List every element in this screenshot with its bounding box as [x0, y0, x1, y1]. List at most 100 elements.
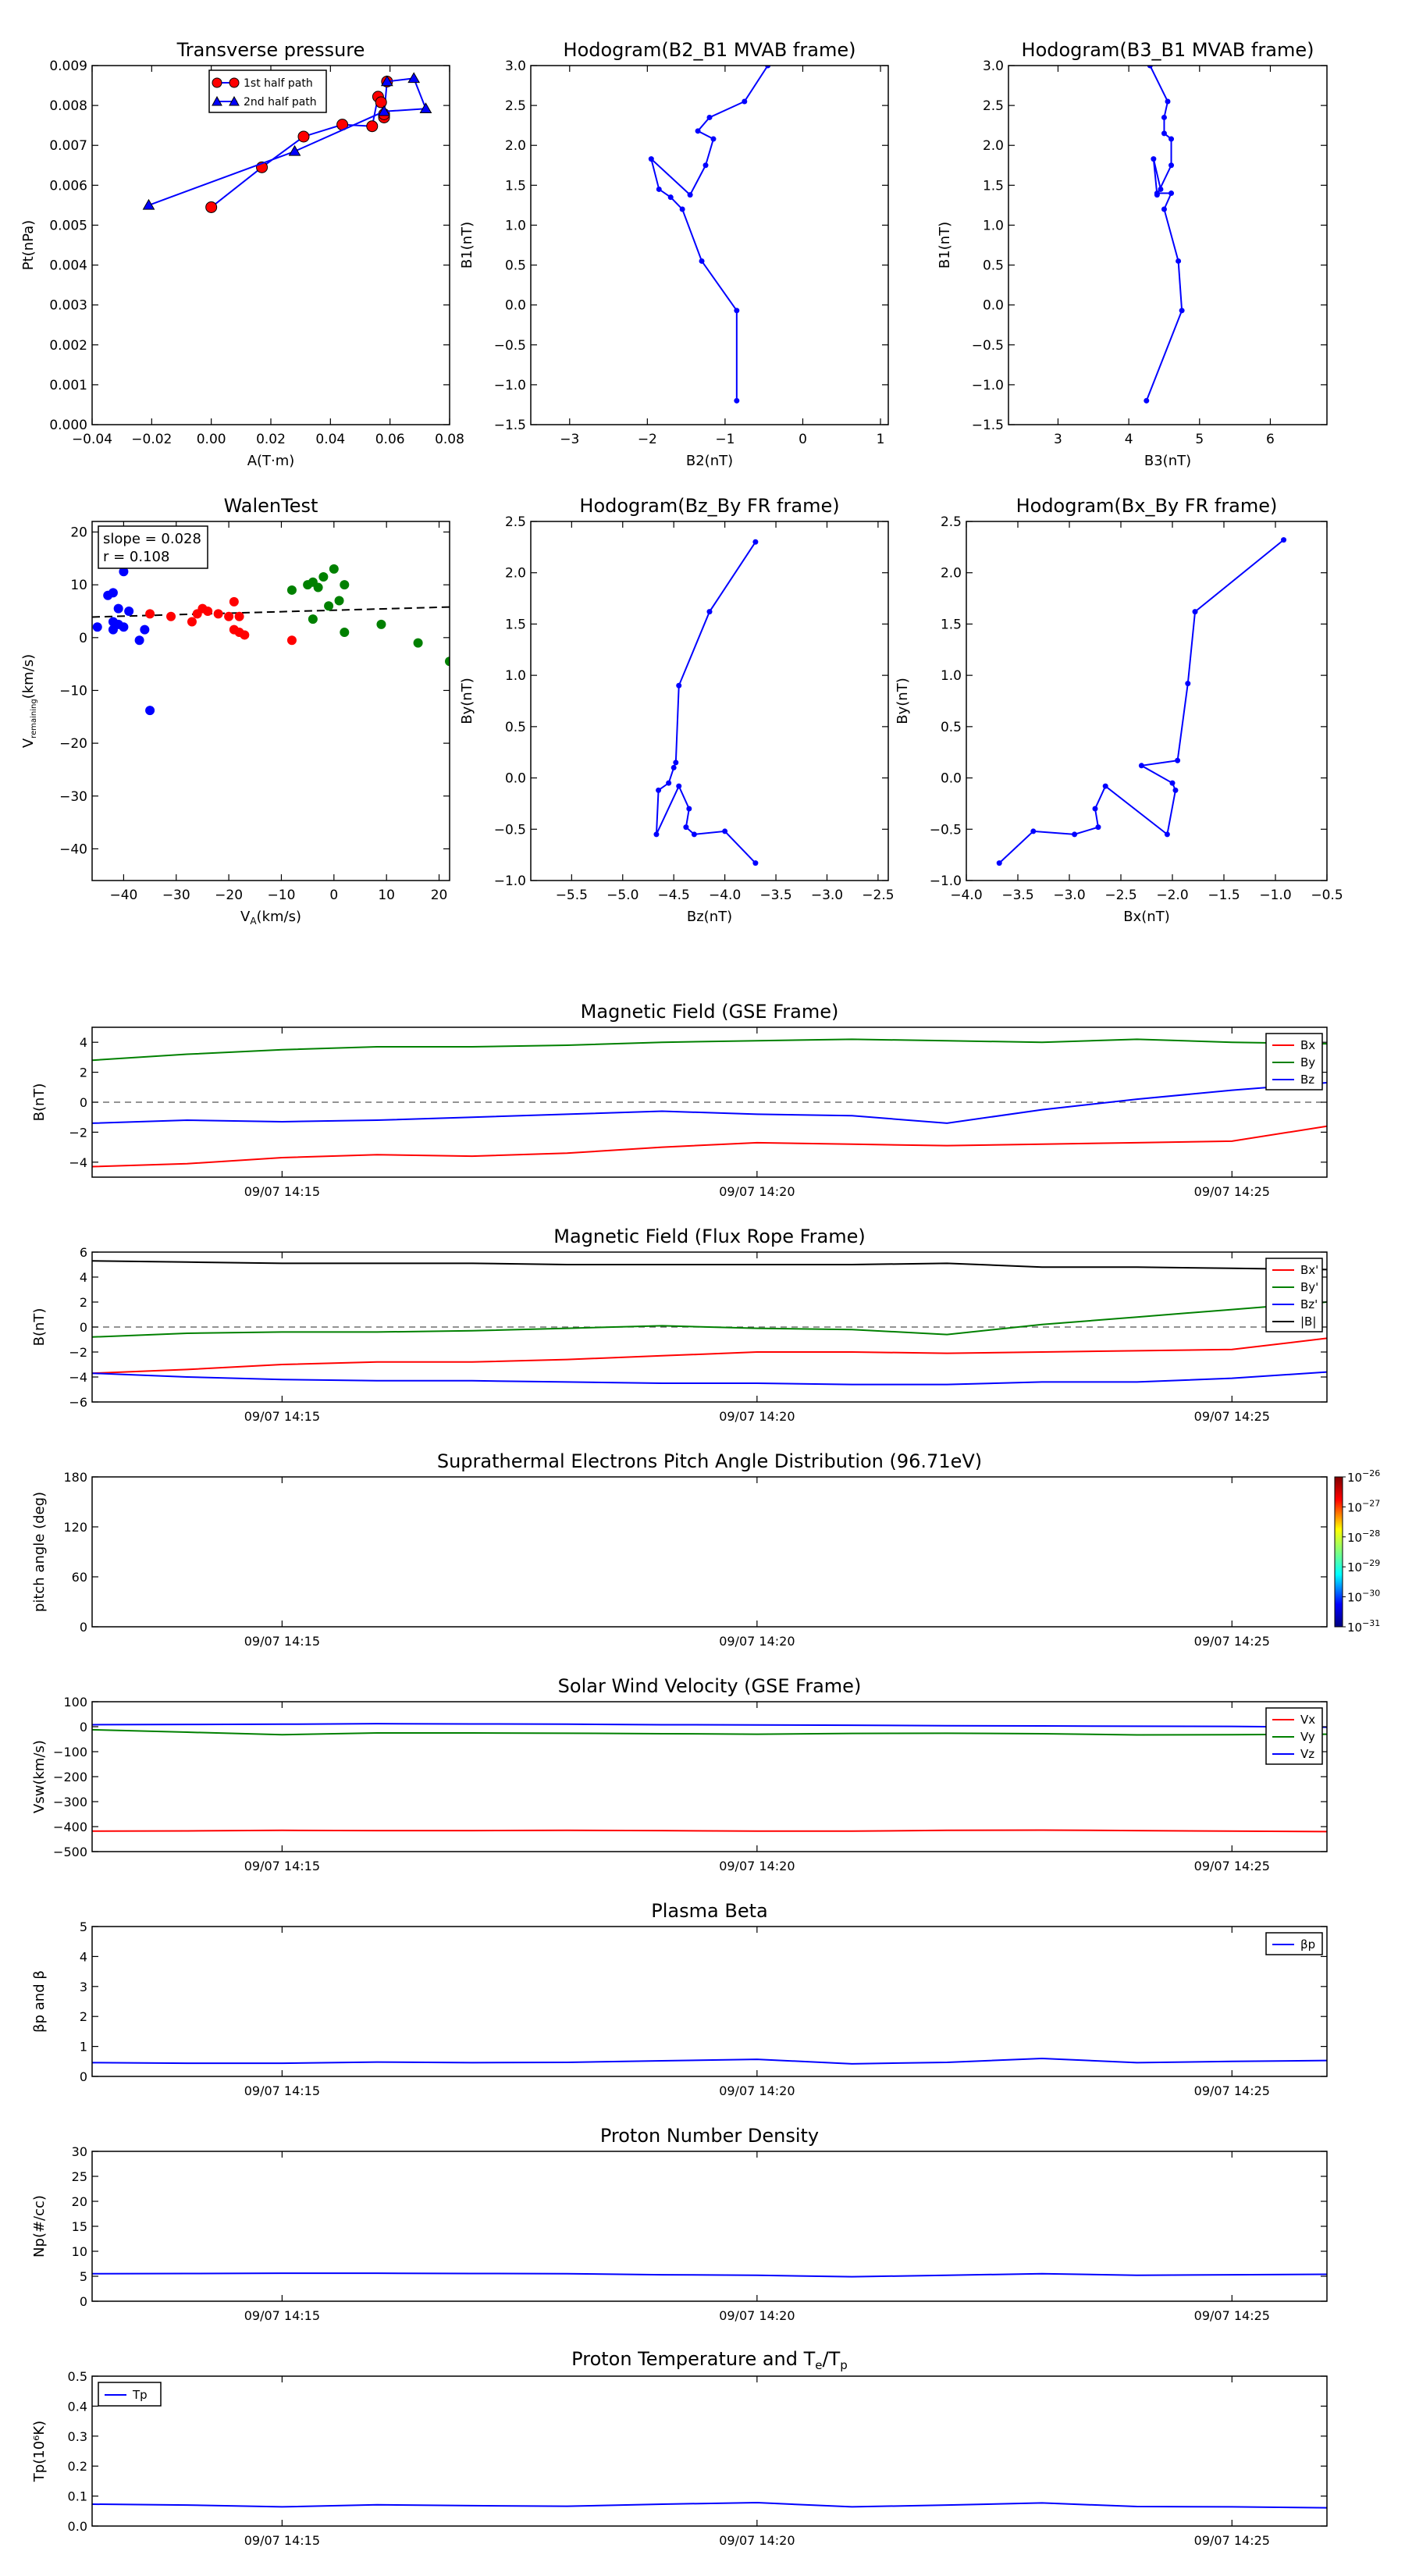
colorbar	[1334, 1476, 1343, 1628]
y-tick-label: 0.5	[505, 258, 526, 274]
data-point	[92, 622, 102, 632]
y-tick-label: −1.0	[930, 873, 962, 889]
series-line	[92, 1260, 1327, 1271]
y-tick-label: −1.0	[494, 378, 526, 393]
x-tick-label: −0.04	[72, 432, 112, 447]
data-point	[996, 860, 1002, 866]
x-tick-label: −3.0	[1053, 888, 1085, 903]
legend-label: By	[1300, 1055, 1315, 1069]
legend-label: 2nd half path	[244, 96, 317, 109]
y-tick-label: 1.5	[941, 617, 962, 632]
y-tick-label: 2.0	[505, 138, 526, 154]
series-line	[92, 2502, 1327, 2509]
chart-title: Proton Temperature and Te/Tp	[571, 2348, 848, 2372]
y-tick-label: 0.004	[49, 258, 87, 274]
series-line	[92, 1082, 1327, 1124]
annotation-text: r = 0.108	[103, 549, 169, 565]
x-tick-label: 09/07 14:20	[719, 2308, 795, 2323]
x-tick-label: 20	[431, 888, 448, 903]
y-tick-label: −500	[53, 1845, 87, 1859]
colorbar-label: 10−30	[1347, 1589, 1380, 1605]
data-point	[734, 308, 740, 314]
data-point	[706, 114, 713, 120]
data-point	[378, 105, 390, 116]
y-tick-label: 1	[80, 2040, 87, 2055]
x-tick-label: −3	[560, 432, 579, 447]
data-point	[702, 162, 709, 169]
y-tick-label: 20	[72, 2194, 87, 2209]
y-tick-label: 0.5	[505, 720, 526, 735]
x-tick-label: 09/07 14:20	[719, 2533, 795, 2548]
chart-title: Hodogram(Bx_By FR frame)	[1016, 495, 1278, 517]
y-tick-label: 25	[72, 2169, 87, 2184]
y-tick-label: −300	[53, 1795, 87, 1809]
y-tick-label: 4	[80, 1270, 87, 1285]
colorbar-label: 10−29	[1347, 1558, 1380, 1574]
x-axis-label: B3(nT)	[1144, 453, 1191, 469]
data-point	[673, 760, 679, 766]
data-point	[1161, 114, 1167, 120]
data-point	[653, 831, 660, 838]
plot-area-temp	[92, 2502, 1327, 2509]
y-tick-label: −1.0	[494, 873, 526, 889]
data-point	[1072, 831, 1078, 838]
y-tick-label: 2.5	[941, 514, 962, 530]
y-tick-label: 2	[80, 1295, 87, 1310]
x-tick-label: 09/07 14:20	[719, 1859, 795, 1873]
annotation-box	[98, 525, 208, 569]
y-tick-label: 0.1	[68, 2489, 87, 2504]
data-point	[142, 198, 155, 210]
x-tick-label: −0.5	[1311, 888, 1343, 903]
axes-frame	[1008, 65, 1328, 425]
x-tick-label: −10	[268, 888, 296, 903]
legend: Bx' By' Bz' |B|	[1265, 1258, 1323, 1332]
data-point	[134, 635, 144, 646]
x-tick-label: 09/07 14:20	[719, 1634, 795, 1649]
y-tick-label: 120	[63, 1520, 87, 1535]
y-axis-label: By(nT)	[459, 678, 475, 724]
y-axis-label: Np(#/cc)	[31, 2195, 48, 2258]
legend-label: Tp	[132, 2388, 148, 2402]
data-point	[103, 590, 113, 600]
y-tick-label: 0.007	[49, 138, 87, 154]
data-point	[710, 136, 717, 142]
data-point	[340, 628, 350, 638]
axes-frame	[91, 521, 450, 881]
chart-beta: Plasma Beta 09/07 14:15 09/07 14:20 09/07 1…	[31, 1900, 1328, 2098]
y-tick-label: 0.2	[68, 2459, 87, 2474]
chart-transverse: Transverse pressure −0.04 −0.02 0.00 0.02 0.0…	[20, 39, 464, 469]
data-point	[666, 780, 672, 786]
series-line	[92, 1728, 1327, 1736]
x-tick-label: 09/07 14:25	[1194, 2308, 1270, 2323]
data-point	[297, 130, 310, 143]
y-tick-label: −10	[59, 683, 87, 699]
y-tick-label: −30	[59, 789, 87, 805]
data-point	[1161, 130, 1167, 137]
chart-hodo_b3b1: Hodogram(B3_B1 MVAB frame) 3 4 5 6 −1.5 −1.0 −0…	[937, 39, 1328, 469]
x-tick-label: 09/07 14:15	[244, 2308, 320, 2323]
y-tick-label: 1.0	[983, 218, 1004, 233]
legend-label: Vx	[1300, 1713, 1315, 1727]
chart-title: Hodogram(B2_B1 MVAB frame)	[564, 39, 856, 61]
data-point	[1158, 186, 1164, 192]
series-line	[92, 2272, 1327, 2278]
data-point	[1102, 783, 1108, 789]
data-point	[699, 258, 705, 264]
x-tick-label: 09/07 14:25	[1194, 1184, 1270, 1199]
chart-title: Solar Wind Velocity (GSE Frame)	[558, 1675, 862, 1697]
y-axis-label: B(nT)	[31, 1083, 48, 1122]
y-tick-label: 4	[80, 1949, 87, 1964]
y-tick-label: 2.0	[941, 566, 962, 582]
y-tick-label: −6	[69, 1395, 87, 1410]
axes-frame	[91, 65, 450, 425]
y-tick-label: 0.0	[983, 298, 1004, 314]
chart-title: WalenTest	[224, 495, 318, 517]
y-axis-label: Tp(10⁶K)	[31, 2421, 48, 2482]
x-tick-label: −1.5	[1208, 888, 1240, 903]
y-tick-label: −40	[59, 841, 87, 857]
data-point	[413, 638, 423, 648]
y-tick-label: 0.0	[68, 2519, 87, 2534]
series-line	[92, 1038, 1327, 1062]
data-point	[1169, 780, 1176, 786]
data-point	[1095, 824, 1101, 831]
